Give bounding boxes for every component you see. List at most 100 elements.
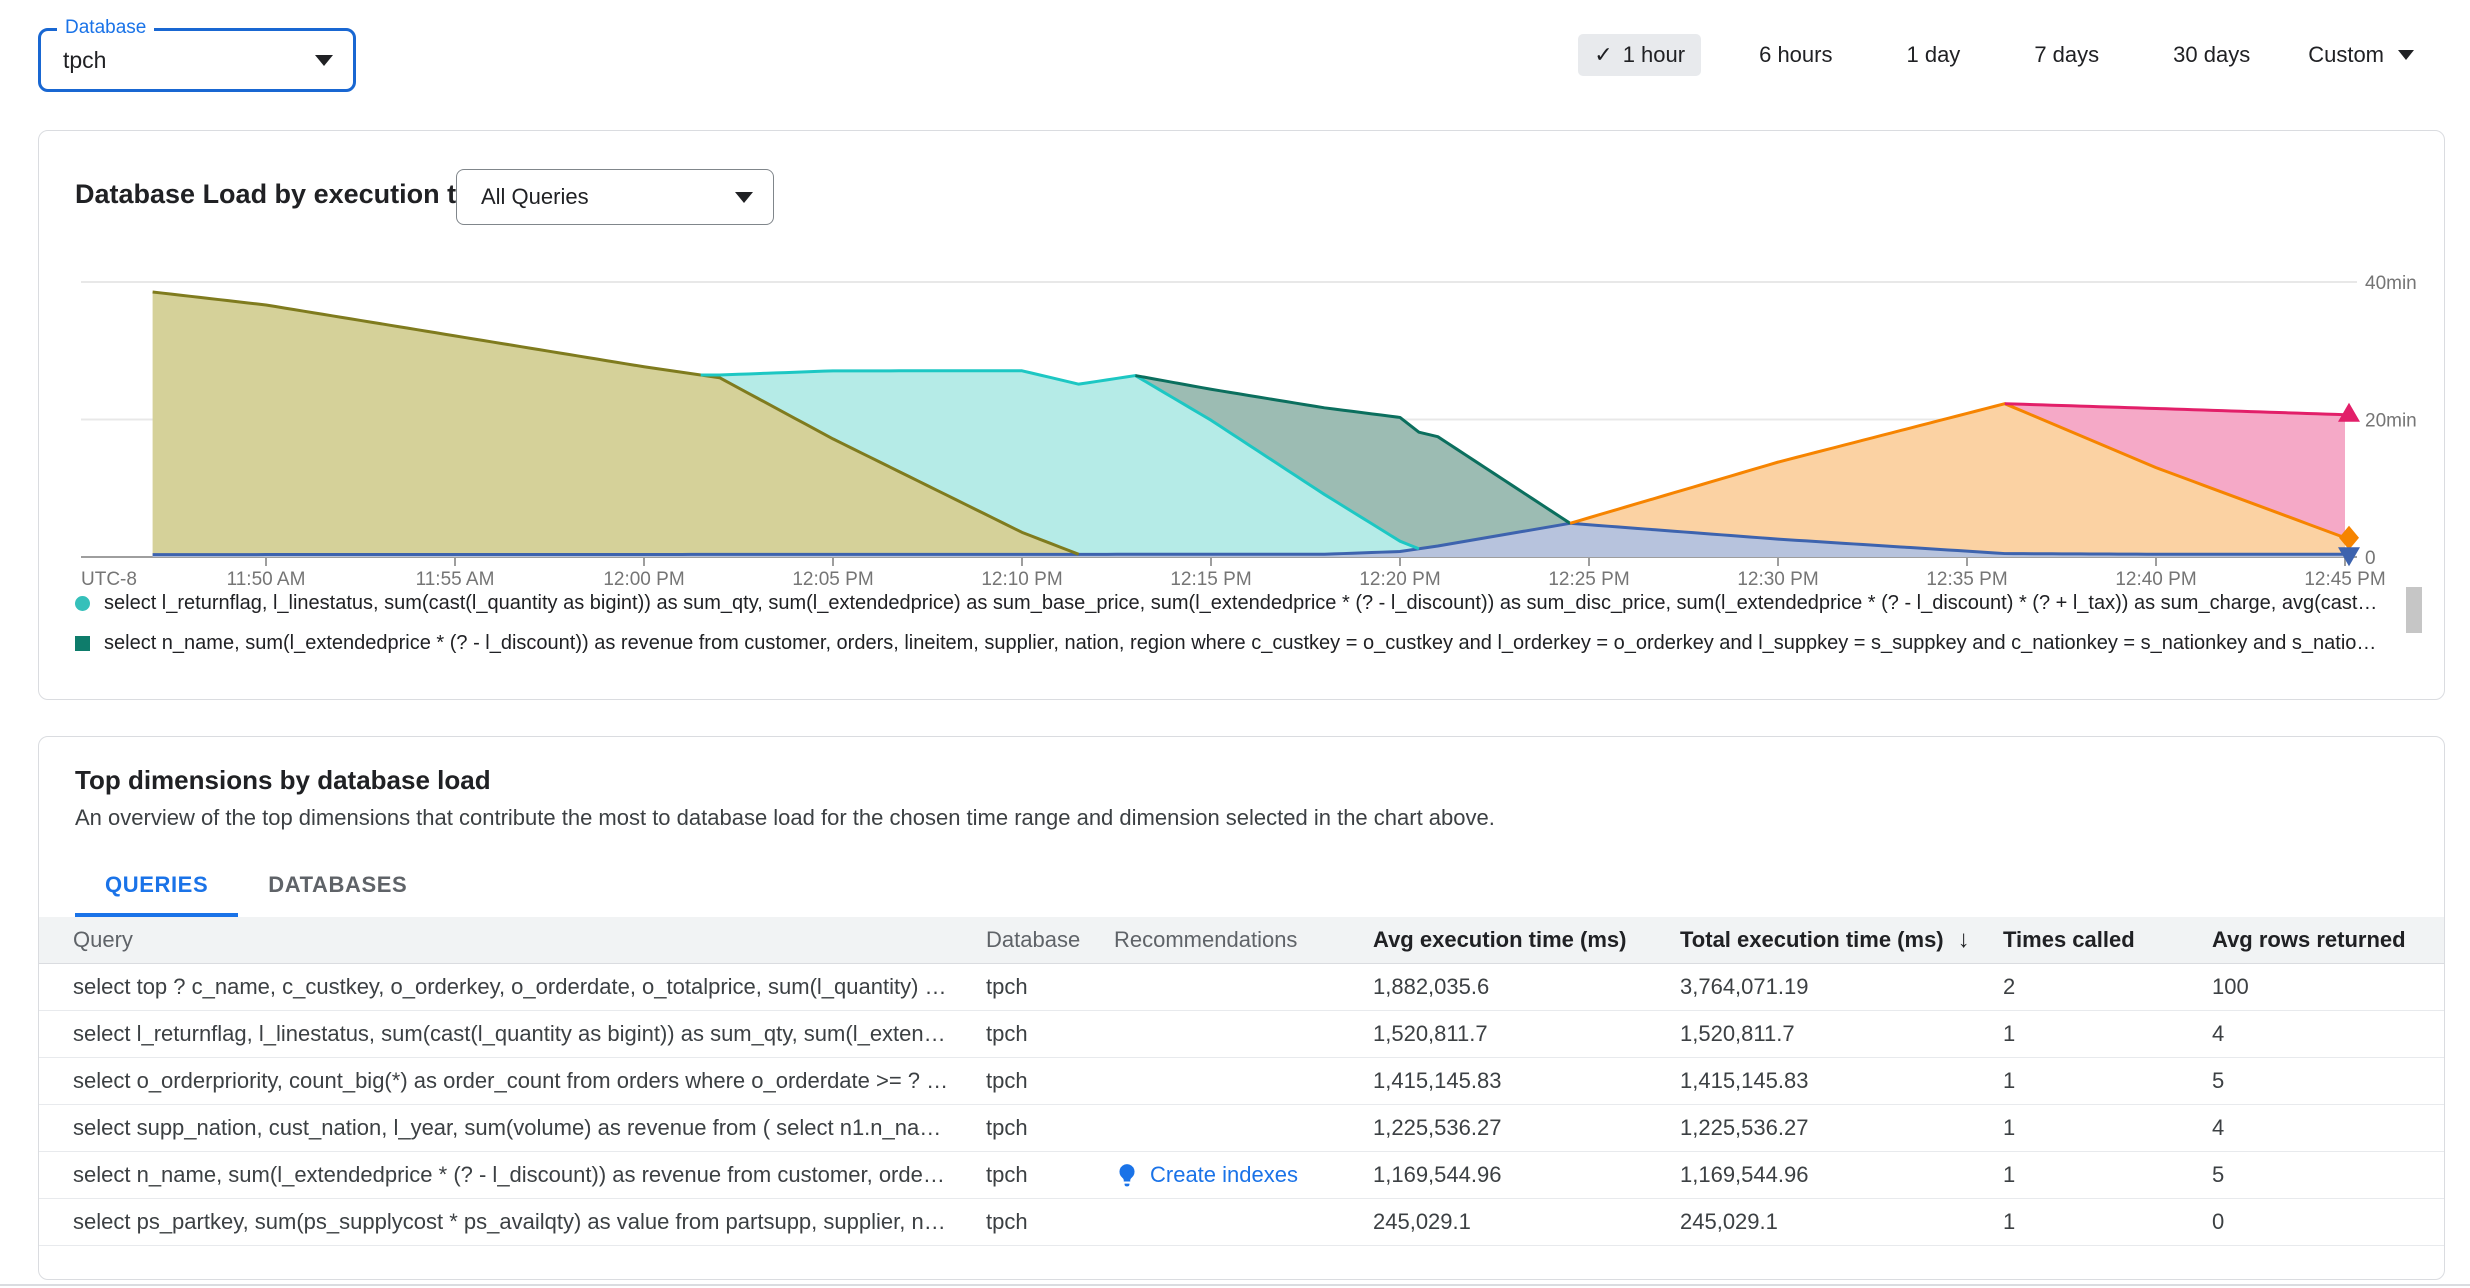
database-cell: tpch (986, 974, 1028, 999)
dimension-tabs: QUERIES DATABASES (75, 857, 437, 917)
query-cell[interactable]: select l_returnflag, l_linestatus, sum(c… (73, 1021, 958, 1046)
query-cell[interactable]: select ps_partkey, sum(ps_supplycost * p… (73, 1209, 965, 1234)
times-called-cell: 1 (2003, 1115, 2016, 1140)
table-header: Query Database Recommendations Avg executio… (39, 917, 2444, 964)
legend-query-text: select n_name, sum(l_extendedprice * (? … (104, 631, 2384, 654)
table-row[interactable]: select l_returnflag, l_linestatus, sum(c… (39, 1011, 2444, 1058)
database-select[interactable]: Database tpch (38, 18, 356, 92)
total-execution-time-cell: 1,415,145.83 (1680, 1068, 1809, 1093)
database-cell: tpch (986, 1115, 1028, 1140)
y-axis-tick-label: 20min (2365, 411, 2417, 432)
teal-series-area (152, 291, 2345, 555)
avg-execution-time-cell: 1,415,145.83 (1373, 1068, 1502, 1093)
olive-series-line (152, 290, 1080, 556)
column-header-label: Database (986, 927, 1081, 952)
column-header-total-execution-time-ms[interactable]: Total execution time (ms) ↓ (1680, 926, 2003, 954)
x-axis-tick-label: 12:20 PM (1359, 569, 1440, 590)
caret-down-icon (2398, 50, 2414, 60)
database-load-card: Database Load by execution time All Quer… (38, 130, 2445, 700)
time-range-custom[interactable]: Custom (2308, 42, 2414, 68)
times-called-cell: 1 (2003, 1068, 2016, 1093)
y-axis-tick-label: 40min (2365, 273, 2417, 294)
column-header-label: Recommendations (1114, 927, 1298, 952)
blue-series-line (152, 521, 2345, 557)
column-header-avg-execution-time-ms[interactable]: Avg execution time (ms) (1373, 927, 1680, 953)
column-header-avg-rows-returned[interactable]: Avg rows returned (2212, 927, 2420, 953)
lightbulb-icon (1119, 1164, 1135, 1187)
total-execution-time-cell: 3,764,071.19 (1680, 974, 1809, 999)
x-axis-tick-label: 12:10 PM (981, 569, 1062, 590)
sort-desc-icon: ↓ (1957, 926, 1970, 953)
query-filter-select[interactable]: All Queries (456, 169, 774, 225)
avg-rows-returned-cell: 0 (2212, 1209, 2225, 1234)
database-load-chart[interactable]: UTC-8 11:50 AM 11:55 AM 12:00 PM 12:05 PM 12:… (45, 171, 2445, 591)
blue-series-area (152, 523, 2345, 557)
column-header-times-called[interactable]: Times called (2003, 927, 2212, 953)
x-axis-tick-label: 12:15 PM (1170, 569, 1251, 590)
time-range-option-30-days[interactable]: 30 days (2157, 34, 2266, 76)
top-dimensions-card: Top dimensions by database load An overv… (38, 736, 2445, 1280)
avg-rows-returned-cell: 4 (2212, 1115, 2225, 1140)
times-called-cell: 2 (2003, 974, 2016, 999)
times-called-cell: 1 (2003, 1209, 2016, 1234)
timezone-label: UTC-8 (81, 569, 137, 590)
times-called-cell: 1 (2003, 1162, 2016, 1187)
total-execution-time-cell: 1,169,544.96 (1680, 1162, 1809, 1187)
legend-item[interactable]: select n_name, sum(l_extendedprice * (? … (75, 623, 2384, 663)
table-row[interactable]: select supp_nation, cust_nation, l_year,… (39, 1105, 2444, 1152)
teal-series-line (1135, 374, 1571, 525)
x-axis-tick-label: 12:40 PM (2115, 569, 2196, 590)
chevron-down-icon (735, 192, 753, 203)
tab-databases[interactable]: DATABASES (268, 872, 408, 897)
triangle-up-marker-icon (2338, 402, 2360, 422)
tab-queries[interactable]: QUERIES (75, 857, 239, 917)
x-axis-tick-label: 12:35 PM (1926, 569, 2007, 590)
legend-square-marker-icon (75, 635, 90, 651)
times-called-cell: 1 (2003, 1021, 2016, 1046)
column-header-label: Avg rows returned (2212, 927, 2406, 952)
time-range-option-7-days[interactable]: 7 days (2018, 34, 2115, 76)
column-header-label: Times called (2003, 927, 2135, 952)
database-select-value: tpch (63, 47, 107, 73)
x-axis-tick-label: 12:25 PM (1548, 569, 1629, 590)
table-row[interactable]: select top ? c_name, c_custkey, o_orderk… (39, 964, 2444, 1011)
legend-item[interactable]: select l_returnflag, l_linestatus, sum(c… (75, 583, 2384, 623)
table-row[interactable]: select n_name, sum(l_extendedprice * (? … (39, 1152, 2444, 1199)
chevron-down-icon (315, 55, 333, 66)
legend-scrollbar-thumb[interactable] (2406, 587, 2422, 633)
avg-rows-returned-cell: 5 (2212, 1068, 2225, 1093)
avg-rows-returned-cell: 5 (2212, 1162, 2225, 1187)
create-indexes-link[interactable]: Create indexes (1150, 1162, 1298, 1187)
column-header-label: Avg execution time (ms) (1373, 927, 1627, 952)
time-range-option-1-hour[interactable]: ✓ 1 hour (1578, 34, 1702, 76)
database-select-label: Database (57, 18, 155, 37)
time-range-option-1-day[interactable]: 1 day (1890, 34, 1976, 76)
query-cell[interactable]: select supp_nation, cust_nation, l_year,… (73, 1115, 972, 1140)
x-axis-tick-label: 12:05 PM (792, 569, 873, 590)
recommendations-cell: Create indexes (1114, 1162, 1373, 1188)
check-icon: ✓ (1594, 42, 1613, 67)
x-axis-tick-label: 12:45 PM (2304, 569, 2385, 590)
orange-series-area (152, 291, 2345, 555)
column-header-database: Database (986, 927, 1114, 953)
olive-series-area (152, 291, 2345, 555)
time-range-label: 30 days (2173, 42, 2251, 67)
database-cell: tpch (986, 1068, 1028, 1093)
database-cell: tpch (986, 1021, 1028, 1046)
time-range-option-6-hours[interactable]: 6 hours (1743, 34, 1848, 76)
table-row[interactable]: select ps_partkey, sum(ps_supplycost * p… (39, 1199, 2444, 1246)
column-header-query: Query (73, 927, 986, 953)
legend-query-text: select l_returnflag, l_linestatus, sum(c… (104, 591, 2384, 614)
query-cell[interactable]: select n_name, sum(l_extendedprice * (? … (73, 1162, 970, 1187)
query-cell[interactable]: select top ? c_name, c_custkey, o_orderk… (73, 974, 973, 999)
query-cell[interactable]: select o_orderpriority, count_big(*) as … (73, 1068, 961, 1093)
avg-execution-time-cell: 245,029.1 (1373, 1209, 1471, 1234)
table-row[interactable]: select o_orderpriority, count_big(*) as … (39, 1058, 2444, 1105)
queries-table: Query Database Recommendations Avg executio… (39, 917, 2444, 1246)
total-execution-time-cell: 245,029.1 (1680, 1209, 1778, 1234)
time-range-label: 6 hours (1759, 42, 1833, 67)
total-execution-time-cell: 1,225,536.27 (1680, 1115, 1809, 1140)
total-execution-time-cell: 1,520,811.7 (1680, 1021, 1795, 1046)
cyan-series-area (152, 291, 2345, 555)
